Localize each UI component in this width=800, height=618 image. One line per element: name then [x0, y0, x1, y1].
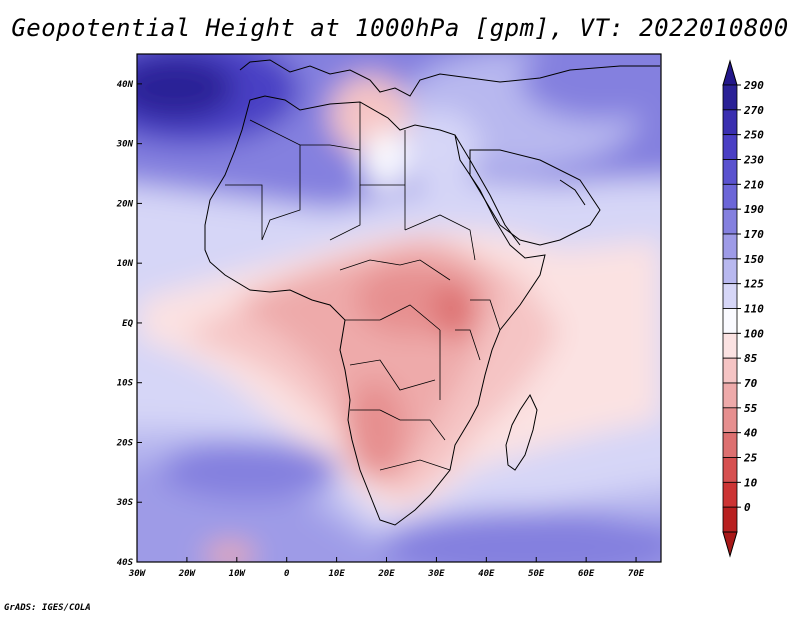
colorbar-swatch: [722, 258, 738, 285]
colorbar: 2902702502302101901701501251101008570554…: [722, 59, 764, 558]
colorbar-swatch: [722, 159, 738, 185]
lon-tick-label: 50E: [528, 569, 545, 579]
longitude-axis: 30W 20W 10W 0 10E 20E 30E 40E 50E 60E 70E: [128, 557, 645, 579]
lat-tick-label: 40N: [117, 80, 134, 90]
lat-tick-label: 20S: [116, 438, 134, 448]
colorbar-bottom-arrow: [722, 531, 738, 558]
colorbar-swatch: [722, 233, 738, 260]
colorbar-swatch: [722, 332, 738, 359]
colorbar-label: 270: [743, 104, 764, 117]
map-frame: [136, 53, 662, 563]
colorbar-swatch: [722, 457, 738, 483]
colorbar-swatch: [722, 308, 738, 334]
lon-tick-label: 30E: [427, 569, 445, 579]
lon-tick-label: 20E: [377, 569, 395, 579]
grads-credit: GrADS: IGES/COLA: [4, 603, 91, 613]
madagascar-coastline: [505, 393, 538, 471]
colorbar-label: 250: [743, 129, 764, 142]
colorbar-label: 190: [744, 203, 764, 216]
lat-tick-label: EQ: [122, 319, 133, 329]
arabia-coastline: [469, 149, 601, 246]
colorbar-label: 210: [743, 178, 764, 191]
lon-tick-label: 10E: [328, 569, 345, 579]
colorbar-label: 110: [744, 303, 764, 316]
lat-tick-label: 40S: [117, 558, 134, 568]
colorbar-swatch: [722, 84, 738, 111]
colorbar-swatch: [722, 183, 738, 210]
colorbar-swatch: [722, 283, 738, 309]
colorbar-swatch: [722, 382, 738, 409]
colorbar-swatch: [722, 432, 738, 458]
lat-tick-label: 10S: [117, 379, 134, 389]
colorbar-label: 100: [744, 327, 764, 340]
colorbar-label: 230: [743, 154, 764, 167]
africa-coastline: [204, 95, 546, 526]
colorbar-label: 55: [744, 402, 758, 415]
colorbar-swatch: [722, 481, 738, 508]
colorbar-label: 10: [744, 476, 758, 489]
country-borders: [225, 102, 501, 471]
colorbar-label: 70: [744, 377, 758, 390]
colorbar-swatch: [722, 407, 738, 434]
lon-tick-label: 0: [284, 569, 290, 579]
colorbar-label: 0: [744, 501, 751, 514]
colorbar-label: 25: [743, 452, 758, 465]
lon-tick-label: 60E: [578, 569, 595, 579]
colorbar-label: 40: [744, 427, 758, 440]
lon-tick-label: 40E: [478, 569, 495, 579]
colorbar-swatch: [722, 357, 738, 384]
colorbar-swatch: [722, 506, 738, 533]
colorbar-top-arrow: [722, 59, 738, 86]
colorbar-label: 125: [744, 278, 764, 291]
latitude-axis: 40N 30N 20N 10N EQ 10S 20S 30S 40S: [116, 80, 142, 568]
europe-coastline: [239, 59, 660, 97]
lon-tick-label: 10W: [229, 569, 247, 579]
colorbar-swatch: [722, 109, 738, 136]
colorbar-label: 170: [744, 228, 764, 241]
lat-tick-label: 30S: [116, 498, 134, 508]
colorbar-label: 85: [744, 352, 758, 365]
lon-tick-label: 20W: [178, 569, 197, 579]
colorbar-swatch: [722, 134, 738, 160]
lat-tick-label: 10N: [117, 259, 134, 269]
colorbar-label: 150: [744, 253, 764, 266]
lon-tick-label: 30W: [128, 569, 147, 579]
colorbar-swatch: [722, 208, 738, 235]
lat-tick-label: 30N: [116, 140, 134, 150]
lon-tick-label: 70E: [628, 569, 645, 579]
height-field: [137, 54, 661, 562]
colorbar-label: 290: [743, 79, 764, 92]
lat-tick-label: 20N: [116, 199, 134, 209]
map-title: Geopotential Height at 1000hPa [gpm], VT…: [11, 14, 789, 42]
